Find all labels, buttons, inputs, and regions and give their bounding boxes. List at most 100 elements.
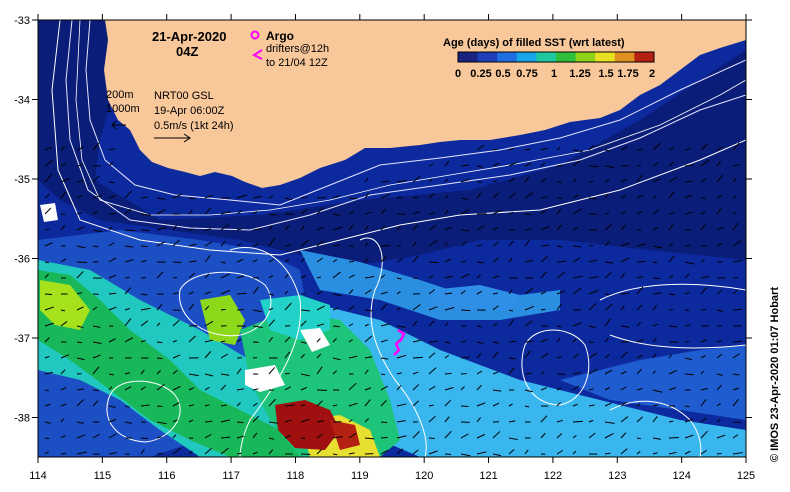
velocity-arrow	[268, 307, 274, 311]
velocity-arrow	[204, 241, 212, 247]
velocity-arrow	[684, 211, 693, 215]
velocity-arrow	[172, 340, 177, 343]
velocity-arrow	[76, 399, 84, 407]
velocity-arrow	[76, 271, 84, 279]
velocity-arrow	[604, 261, 614, 264]
velocity-arrow	[252, 286, 259, 295]
velocity-arrow	[684, 147, 691, 151]
velocity-arrow	[204, 207, 212, 215]
velocity-arrow	[156, 227, 167, 231]
velocity-arrow	[92, 325, 101, 328]
ocean-navy-band	[38, 20, 746, 265]
velocity-arrow	[412, 320, 418, 327]
velocity-arrow	[716, 208, 722, 215]
velocity-arrow	[604, 369, 613, 375]
velocity-arrow	[60, 369, 66, 375]
velocity-arrow	[380, 303, 388, 311]
velocity-arrow	[444, 387, 454, 391]
colorbar-segment	[516, 52, 537, 62]
velocity-arrow	[604, 212, 610, 215]
velocity-arrow	[668, 147, 675, 151]
velocity-arrow	[108, 452, 117, 455]
velocity-arrow	[284, 197, 293, 201]
velocity-arrow	[268, 225, 273, 231]
velocity-arrow	[108, 405, 116, 408]
velocity-arrow	[700, 430, 708, 439]
velocity-arrow	[44, 337, 50, 343]
velocity-arrow	[492, 227, 499, 231]
velocity-arrow	[732, 222, 739, 231]
velocity-arrow	[396, 257, 404, 263]
velocity-arrow	[188, 197, 196, 200]
ocean-white-gaps-2	[300, 328, 330, 352]
velocity-arrow	[364, 437, 375, 440]
velocity-arrow	[140, 245, 148, 248]
velocity-arrow	[460, 309, 471, 312]
velocity-arrow	[652, 245, 663, 249]
velocity-arrow	[220, 289, 231, 295]
velocity-arrow	[716, 384, 722, 391]
velocity-arrow	[156, 383, 165, 391]
velocity-arrow	[652, 292, 662, 295]
velocity-arrow	[172, 385, 181, 391]
velocity-arrow	[620, 401, 627, 407]
velocity-arrow	[460, 356, 470, 359]
velocity-arrow	[332, 195, 340, 199]
velocity-arrow	[300, 341, 307, 344]
velocity-arrow	[396, 244, 402, 247]
vector-scale-arrow	[154, 133, 191, 143]
colorbar-tick-1.75: 1.75	[617, 68, 638, 80]
velocity-arrow	[364, 418, 370, 423]
velocity-arrow	[540, 225, 550, 231]
velocity-arrow	[732, 195, 737, 199]
lat-label-minus34: -34	[14, 95, 30, 107]
velocity-arrow	[444, 430, 452, 439]
velocity-arrow	[300, 258, 305, 263]
velocity-arrow	[444, 354, 450, 359]
velocity-arrow	[172, 225, 177, 231]
velocity-arrow	[300, 239, 309, 247]
velocity-arrow	[460, 453, 471, 457]
velocity-arrow	[140, 448, 145, 455]
velocity-arrow	[124, 190, 132, 199]
velocity-arrow	[60, 434, 66, 439]
velocity-arrow	[44, 421, 51, 424]
velocity-arrow	[572, 353, 580, 359]
lon-label-120: 120	[415, 470, 433, 482]
velocity-arrow	[76, 292, 83, 295]
velocity-arrow	[572, 450, 577, 455]
velocity-arrow	[348, 289, 354, 295]
velocity-arrow	[108, 161, 114, 167]
velocity-arrow	[300, 320, 307, 327]
velocity-arrow	[364, 387, 372, 391]
velocity-arrow	[300, 225, 305, 231]
velocity-arrow	[412, 400, 419, 407]
velocity-arrow	[572, 371, 581, 375]
velocity-arrow	[300, 274, 307, 279]
velocity-arrow	[700, 387, 708, 391]
velocity-arrow	[652, 142, 661, 151]
velocity-arrow	[716, 309, 724, 312]
velocity-arrow	[428, 306, 438, 311]
velocity-arrow	[124, 208, 132, 215]
velocity-arrow	[236, 402, 241, 407]
velocity-arrow	[444, 275, 453, 279]
velocity-arrow	[556, 325, 562, 328]
velocity-arrow	[620, 146, 628, 151]
colorbar-segment	[575, 52, 596, 62]
velocity-arrow	[300, 196, 308, 199]
velocity-arrow	[460, 290, 466, 295]
velocity-arrow	[348, 305, 355, 311]
colorbar	[457, 51, 655, 63]
velocity-arrow	[428, 178, 433, 183]
velocity-arrow	[572, 227, 579, 231]
velocity-arrow	[476, 192, 482, 199]
sl-contour-1	[51, 20, 746, 256]
velocity-arrow	[524, 305, 535, 311]
velocity-arrow	[444, 226, 452, 231]
velocity-arrow	[92, 194, 103, 199]
velocity-arrow	[492, 180, 498, 183]
velocity-arrow	[700, 286, 708, 295]
velocity-arrow	[332, 271, 341, 279]
velocity-arrow	[460, 178, 470, 183]
